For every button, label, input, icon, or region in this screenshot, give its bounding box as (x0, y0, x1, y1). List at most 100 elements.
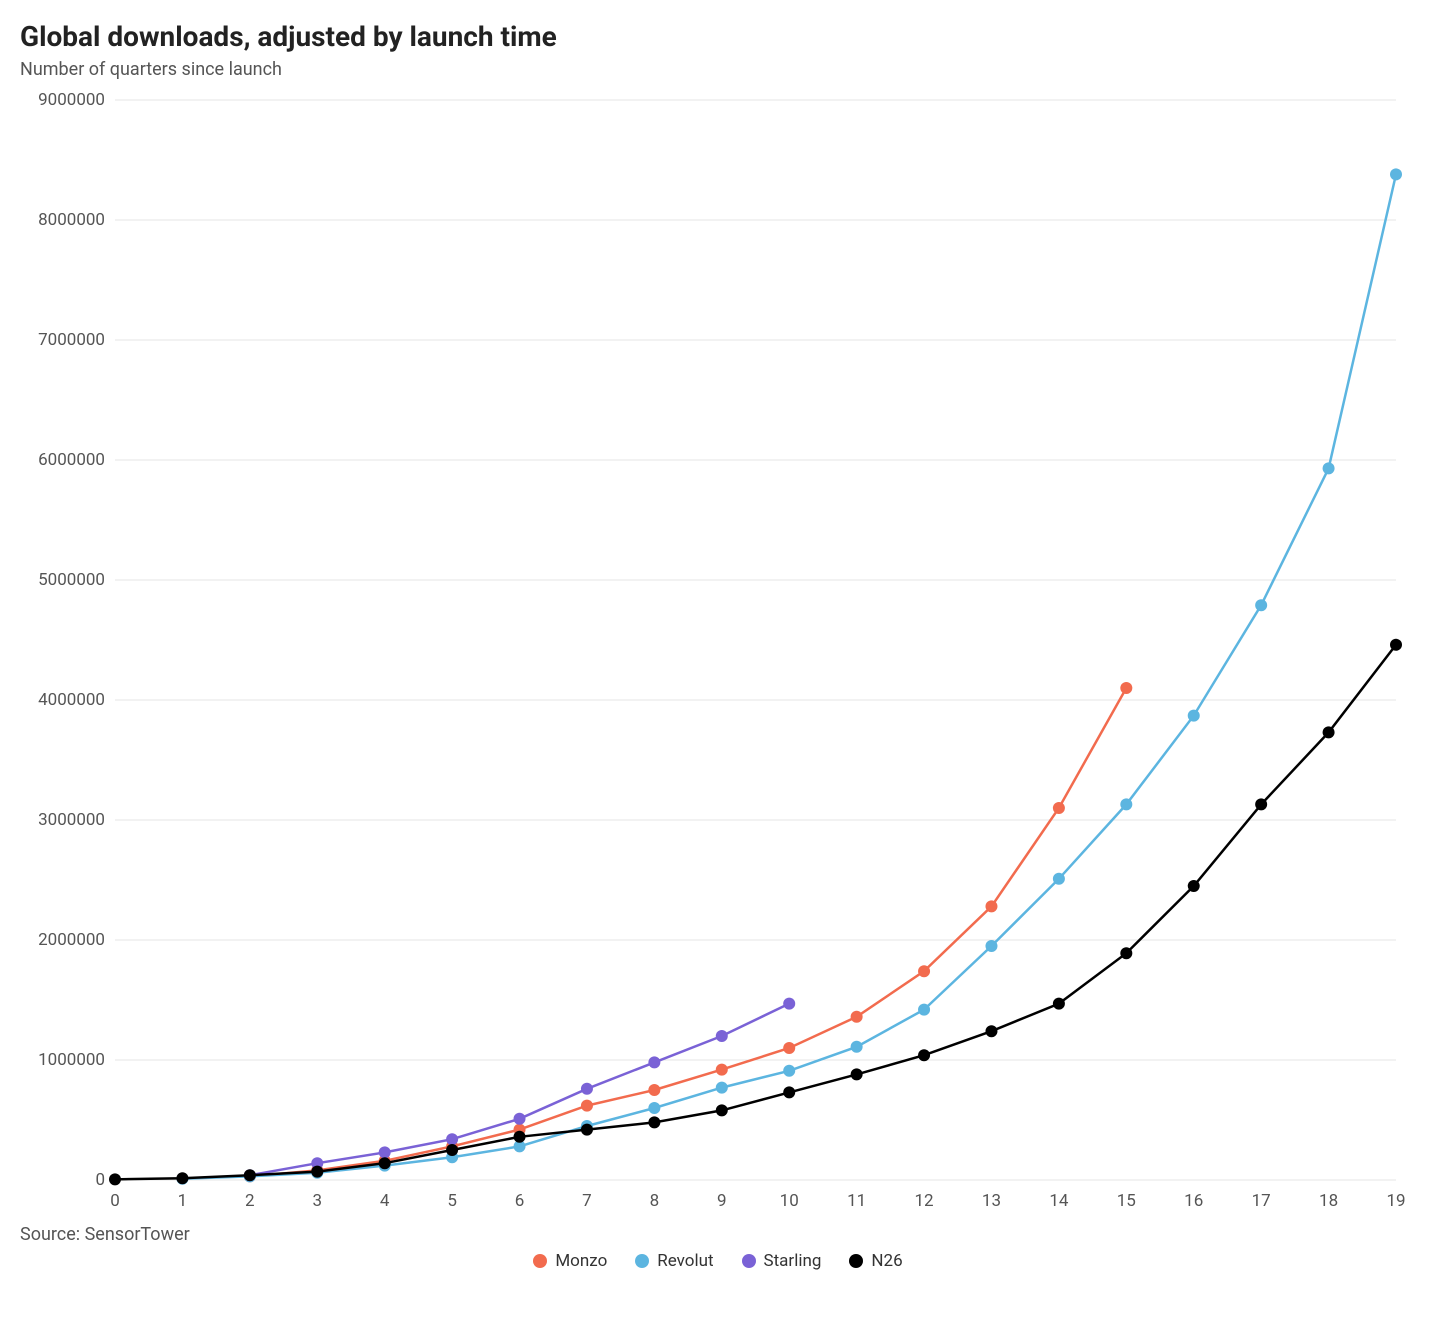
x-tick-label: 12 (914, 1191, 933, 1211)
series-point-n26 (1390, 639, 1402, 651)
series-point-starling (379, 1146, 391, 1158)
y-tick-label: 4000000 (38, 690, 105, 710)
x-tick-label: 5 (447, 1191, 457, 1211)
series-point-starling (648, 1056, 660, 1068)
legend-dot-icon (635, 1254, 649, 1268)
legend-item-n26: N26 (849, 1251, 902, 1271)
chart-source: Source: SensorTower (20, 1224, 1416, 1245)
series-point-n26 (311, 1166, 323, 1178)
legend-label: N26 (871, 1251, 902, 1271)
legend-dot-icon (742, 1254, 756, 1268)
y-tick-label: 7000000 (38, 330, 105, 350)
series-point-revolut (1188, 710, 1200, 722)
chart-title: Global downloads, adjusted by launch tim… (20, 20, 1416, 53)
x-tick-label: 10 (780, 1191, 799, 1211)
chart-svg: 0 1000000 2000000 3000000 4000000 5000000 6000… (20, 90, 1416, 1220)
legend-label: Revolut (657, 1251, 713, 1271)
y-tick-label: 6000000 (38, 450, 105, 470)
chart-subtitle: Number of quarters since launch (20, 59, 1416, 80)
series-line-revolut (182, 174, 1396, 1178)
series-point-monzo (716, 1064, 728, 1076)
series-point-n26 (985, 1025, 997, 1037)
series-point-n26 (514, 1131, 526, 1143)
series-point-revolut (1323, 462, 1335, 474)
chart-legend: Monzo Revolut Starling N26 (20, 1251, 1416, 1271)
x-tick-label: 19 (1386, 1191, 1405, 1211)
x-tick-label: 2 (245, 1191, 255, 1211)
series-point-monzo (851, 1011, 863, 1023)
series-point-n26 (244, 1169, 256, 1181)
legend-item-revolut: Revolut (635, 1251, 713, 1271)
x-tick-label: 1 (178, 1191, 188, 1211)
x-tick-label: 18 (1319, 1191, 1338, 1211)
legend-item-starling: Starling (742, 1251, 822, 1271)
x-tick-label: 9 (717, 1191, 727, 1211)
x-tick-label: 6 (515, 1191, 525, 1211)
x-tick-label: 7 (582, 1191, 592, 1211)
x-tick-label: 14 (1049, 1191, 1069, 1211)
series-point-n26 (918, 1049, 930, 1061)
legend-dot-icon (849, 1254, 863, 1268)
plot-area: 0 1000000 2000000 3000000 4000000 5000000 6000… (20, 90, 1416, 1220)
x-tick-label: 15 (1117, 1191, 1136, 1211)
series-point-revolut (783, 1065, 795, 1077)
x-tick-label: 13 (982, 1191, 1001, 1211)
series-point-n26 (1120, 947, 1132, 959)
series-point-monzo (918, 965, 930, 977)
series-point-revolut (1255, 599, 1267, 611)
series-point-n26 (1053, 998, 1065, 1010)
series-point-revolut (851, 1041, 863, 1053)
legend-dot-icon (533, 1254, 547, 1268)
series-point-revolut (1120, 798, 1132, 810)
series-point-n26 (851, 1068, 863, 1080)
x-tick-label: 8 (650, 1191, 660, 1211)
series-point-n26 (648, 1116, 660, 1128)
x-tick-label: 3 (312, 1191, 322, 1211)
y-tick-label: 2000000 (38, 930, 105, 950)
series-point-n26 (1188, 880, 1200, 892)
series-point-monzo (1120, 682, 1132, 694)
y-tick-label: 1000000 (38, 1050, 105, 1070)
series-point-revolut (716, 1082, 728, 1094)
series-point-revolut (985, 940, 997, 952)
series-point-monzo (648, 1084, 660, 1096)
y-tick-label: 3000000 (38, 810, 105, 830)
legend-label: Starling (764, 1251, 822, 1271)
series-point-starling (581, 1083, 593, 1095)
legend-item-monzo: Monzo (533, 1251, 607, 1271)
series-point-n26 (1255, 798, 1267, 810)
series-point-starling (783, 998, 795, 1010)
legend-label: Monzo (555, 1251, 607, 1271)
x-tick-label: 0 (110, 1191, 120, 1211)
series-point-starling (514, 1113, 526, 1125)
series-line-monzo (250, 688, 1126, 1176)
series-point-revolut (648, 1102, 660, 1114)
y-tick-label: 5000000 (38, 570, 105, 590)
series-point-starling (446, 1133, 458, 1145)
y-tick-label: 9000000 (38, 90, 105, 110)
series-point-n26 (379, 1157, 391, 1169)
series-point-n26 (783, 1086, 795, 1098)
series-point-n26 (1323, 726, 1335, 738)
y-tick-label: 8000000 (38, 210, 105, 230)
x-tick-label: 16 (1184, 1191, 1203, 1211)
series-point-revolut (1053, 873, 1065, 885)
series-point-n26 (176, 1172, 188, 1184)
series-point-n26 (581, 1124, 593, 1136)
series-line-n26 (115, 645, 1396, 1180)
series-point-monzo (783, 1042, 795, 1054)
x-tick-label: 4 (380, 1191, 390, 1211)
chart-container: Global downloads, adjusted by launch tim… (20, 20, 1416, 1271)
series-point-n26 (446, 1144, 458, 1156)
x-tick-label: 17 (1252, 1191, 1271, 1211)
series-point-revolut (1390, 168, 1402, 180)
series-point-starling (716, 1030, 728, 1042)
series-point-monzo (581, 1100, 593, 1112)
x-tick-label: 11 (847, 1191, 866, 1211)
series-point-n26 (109, 1173, 121, 1185)
y-tick-label: 0 (95, 1170, 105, 1190)
series-point-n26 (716, 1104, 728, 1116)
series-point-monzo (1053, 802, 1065, 814)
series-point-revolut (918, 1004, 930, 1016)
series-point-monzo (985, 900, 997, 912)
